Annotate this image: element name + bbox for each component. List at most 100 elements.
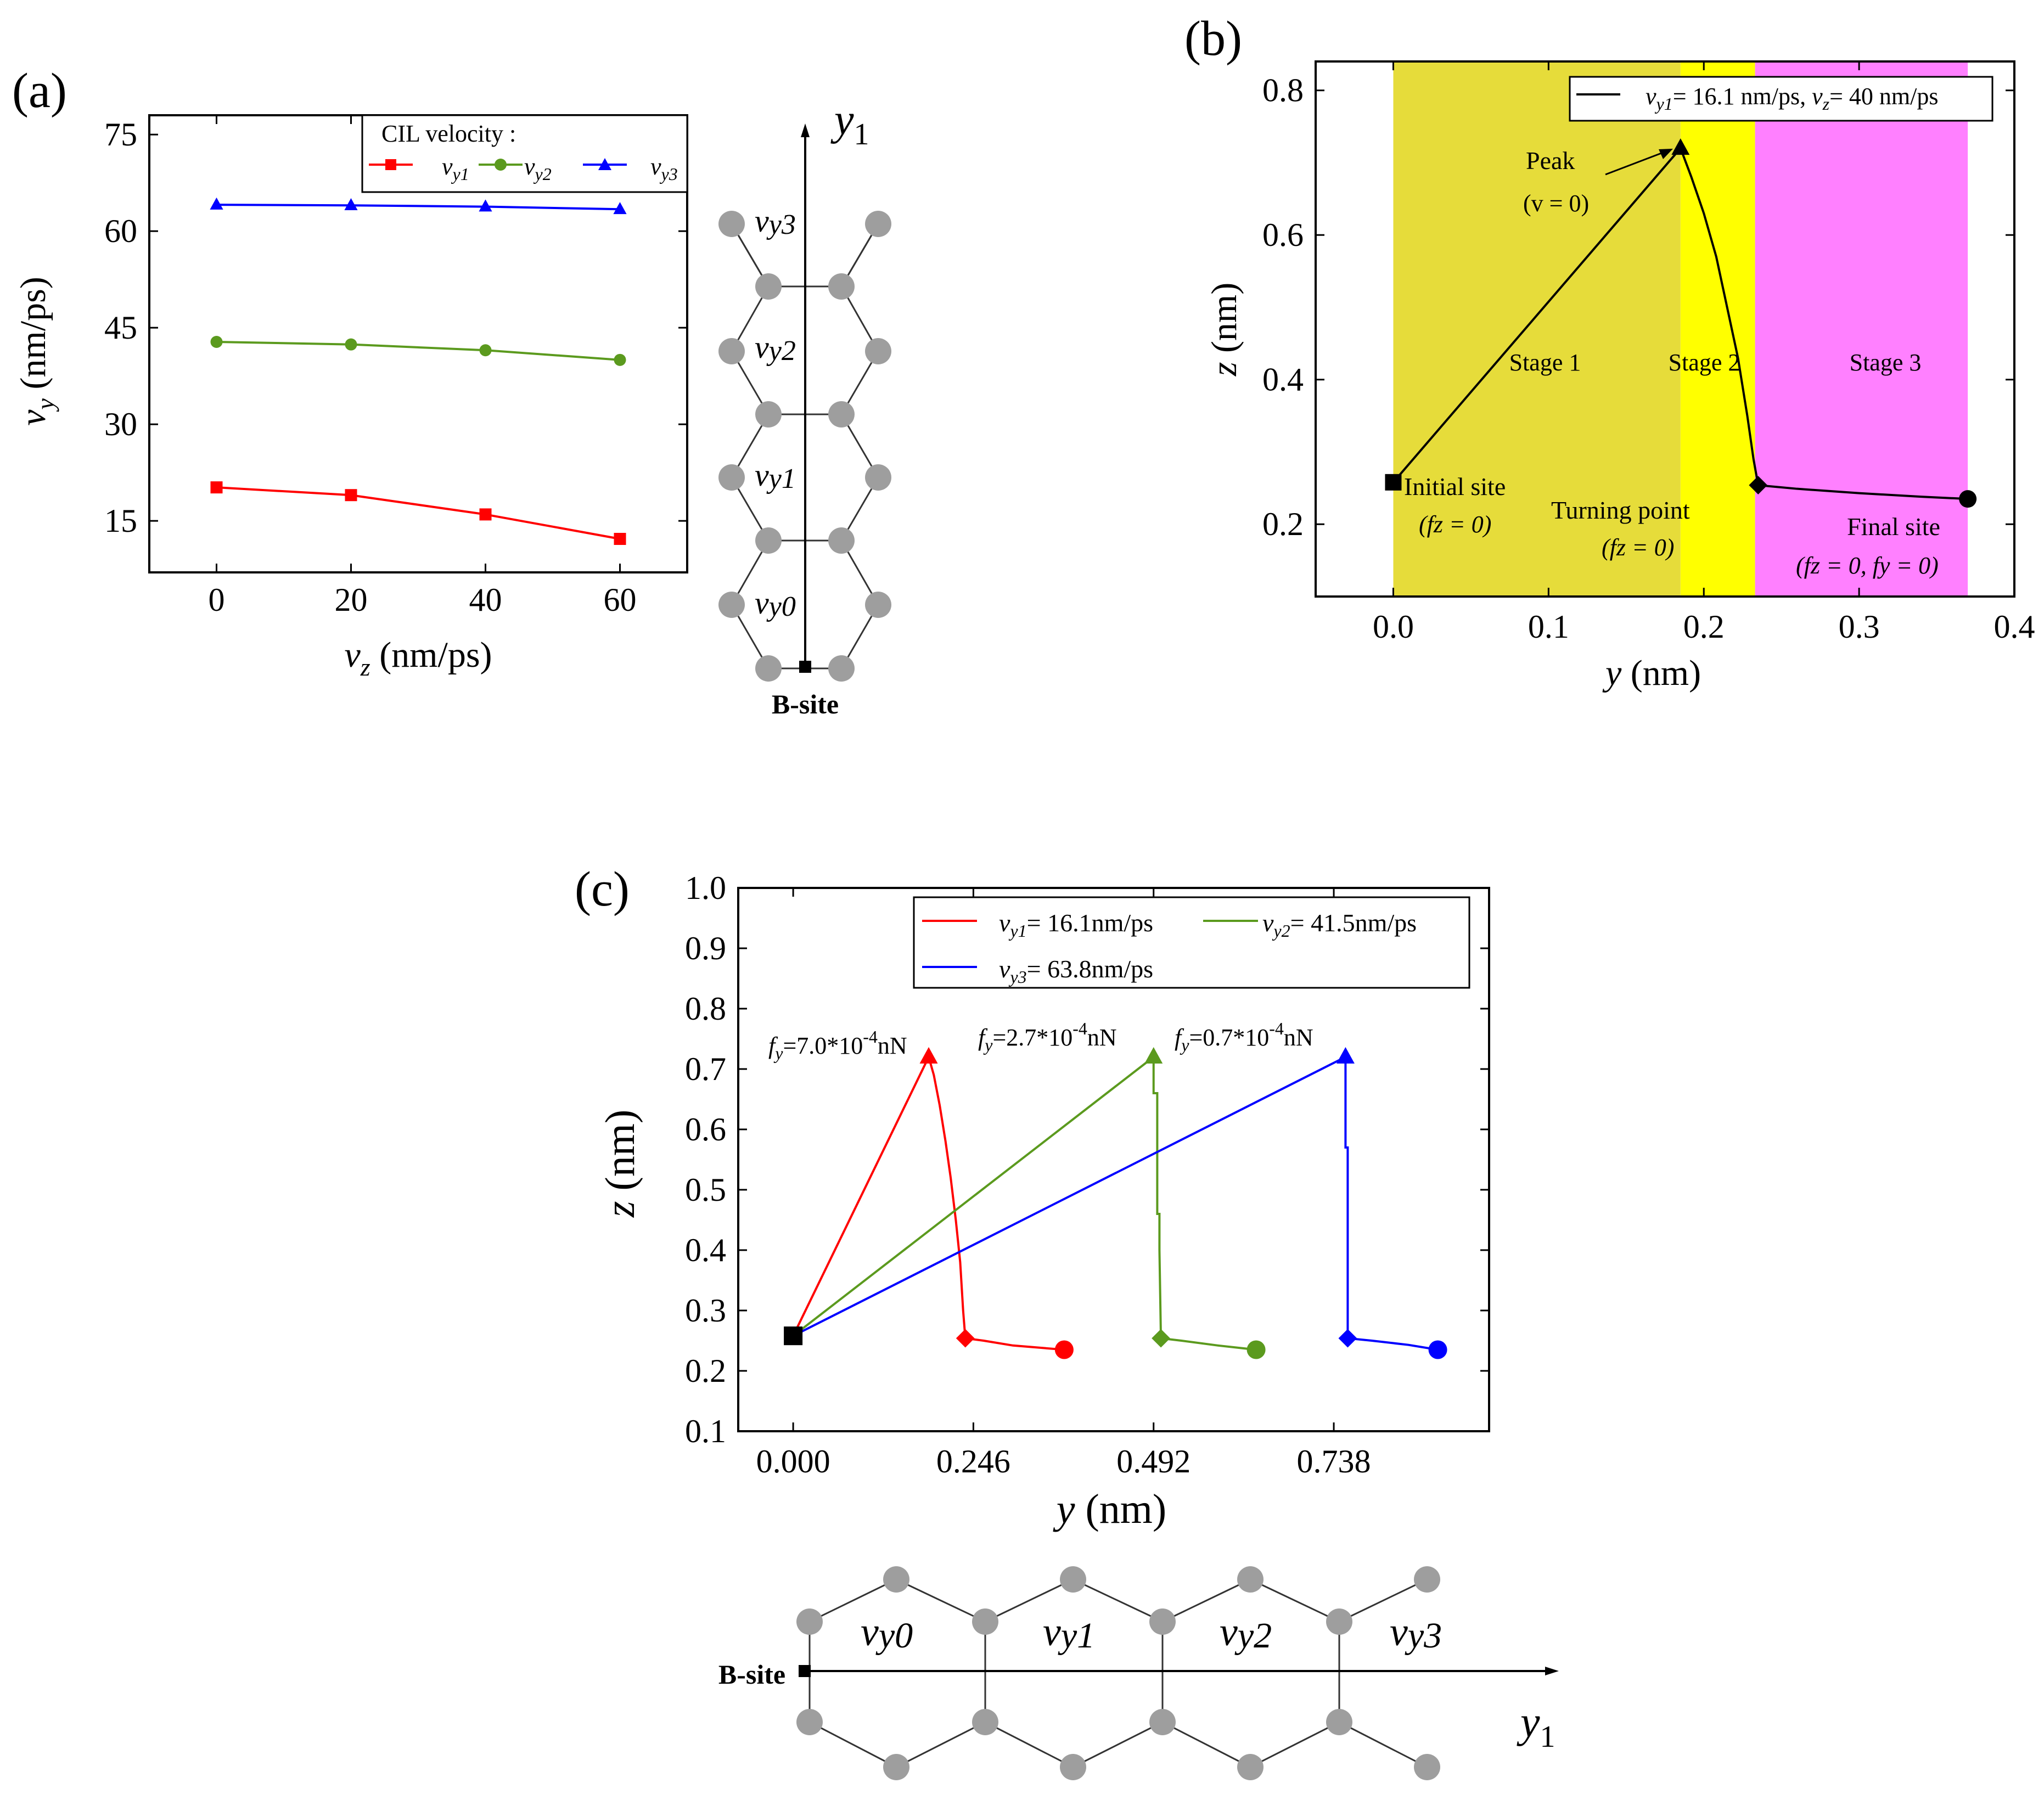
panel-a-ylabel: vy (nm/ps) [13,277,59,426]
y-tick-label: 0.7 [685,1051,726,1087]
legend-entry-vy2: vy2= 41.5nm/ps [1203,909,1417,941]
stage-region [1393,61,1681,597]
series-line-v_y2 [216,340,620,361]
y-tick-label: 0.3 [685,1292,726,1329]
y-tick-label: 45 [104,310,137,346]
force-label-vy3: fy=0.7*10-4nN [1175,1019,1313,1055]
stage-label: Stage 3 [1850,349,1922,376]
series-line-v_y3 [216,204,620,211]
turning-marker-v_y1 [956,1329,975,1348]
lattice-a-bsite-marker [799,661,811,673]
lattice-c-bsite-marker [799,1665,811,1677]
panel-c-xlabel: y (nm) [1053,1486,1166,1532]
lattice-atom [1060,1566,1086,1593]
lattice-atom [1149,1709,1176,1735]
bond [896,1578,986,1623]
y-tick-label: 0.1 [685,1413,726,1449]
bond [1162,1578,1251,1623]
lattice-atom [718,338,745,364]
trajectory-v_y2 [792,1054,1256,1351]
lattice-atom [828,527,855,554]
bond [985,1578,1074,1623]
series-line-v_y1 [216,486,620,540]
final-marker-v_y3 [1428,1340,1447,1359]
stage-label: Stage 2 [1669,349,1740,376]
data-point-v_y1 [614,532,626,545]
bond [985,1721,1074,1768]
data-point-v_y2 [479,344,492,357]
lattice-atom [972,1709,998,1735]
annotation-peak-arrow [1605,150,1666,176]
stage-region [1755,61,1968,597]
data-point-v_y2 [345,338,357,351]
bond [1250,1578,1340,1623]
lattice-atom [1326,1608,1352,1635]
x-tick-label: 40 [469,582,502,618]
bond [809,1578,897,1623]
y-tick-label: 0.4 [685,1232,726,1268]
data-point-v_y1 [345,489,357,502]
lattice-atom [755,401,782,428]
bond [1250,1721,1340,1768]
lattice-atom [1414,1566,1440,1593]
x-tick-label: 0.3 [1839,609,1880,645]
lattice-atom [718,464,745,491]
lattice-atom [828,273,855,300]
bond [1339,1578,1428,1623]
y-tick-label: 0.8 [685,991,726,1027]
lattice-atom [1149,1608,1176,1635]
panel-b-legend: vy1= 16.1 nm/ps, vz= 40 nm/ps [1569,76,1994,122]
panel-c-tag: (c) [575,862,630,916]
x-tick-label: 0.738 [1297,1443,1371,1480]
lattice-atom [865,464,891,491]
lattice-atom [865,592,891,618]
lattice-atom [865,211,891,237]
data-point-v_y3 [479,199,492,212]
lattice-atom [1414,1754,1440,1780]
data-point-v_y3 [613,202,627,215]
y-tick-label: 0.2 [685,1353,726,1389]
svg-text:vy2= 41.5nm/ps: vy2= 41.5nm/ps [1262,909,1417,941]
annotation-turning: Turning point [1551,496,1690,524]
annotation-final: Final site [1847,513,1940,541]
y-tick-label: 30 [104,406,137,442]
legend-entry-vy3: vy3 [583,153,678,184]
lattice-vertical: y1 B-site vy3 vy2 vy1 vy0 [718,96,891,719]
data-point-v_y2 [614,353,626,366]
lattice-c-arrow [1545,1667,1559,1675]
force-label-vy2: fy=2.7*10-4nN [978,1019,1117,1055]
y-tick-label: 0.4 [1262,362,1304,398]
panel-b-ylabel: z (nm) [1204,283,1244,376]
annotation-turning-cond: (fz = 0) [1602,534,1674,561]
bond [809,1721,897,1768]
trajectory-v_y3 [793,1055,1438,1351]
initial-site-marker [1385,474,1402,491]
data-point-v_y2 [210,335,223,348]
y-tick-label: 0.2 [1262,506,1304,542]
trajectory-line [1392,146,1968,500]
svg-text:vy3= 63.8nm/ps: vy3= 63.8nm/ps [999,955,1153,987]
lattice-atom [883,1754,909,1780]
x-tick-label: 20 [335,582,368,618]
lattice-c-atoms [796,1566,1440,1780]
lattice-a-cell-vy2: vy2 [755,329,796,367]
final-marker-v_y2 [1246,1340,1266,1359]
peak-marker-v_y3 [1336,1047,1355,1064]
y-tick-label: 60 [104,213,137,249]
lattice-horizontal: y1 B-site vy0 vy1 vy2 vy3 [718,1566,1559,1780]
panel-b-frame [1315,60,2015,598]
peak-marker [1671,138,1690,155]
panel-c-frame [737,887,1490,1432]
panel-c-plot: 0.000 0.246 0.492 0.738 0.1 0.2 0.3 0.4 0.5 0.6 0.… [685,870,1489,1480]
bond [1072,1578,1163,1623]
initial-site-marker [784,1326,803,1346]
bond [896,1721,986,1768]
svg-text:vy1= 16.1 nm/ps, vz= 40 nm/ps: vy1= 16.1 nm/ps, vz= 40 nm/ps [1646,83,1939,114]
lattice-c-cell-vy0: vy0 [861,1610,913,1656]
data-point-v_y1 [479,508,492,521]
y-tick-label: 15 [104,503,137,539]
legend-title: CIL velocity : [381,120,516,147]
lattice-atom [1237,1754,1264,1780]
legend-entry-vy3: vy3= 63.8nm/ps [922,955,1153,987]
